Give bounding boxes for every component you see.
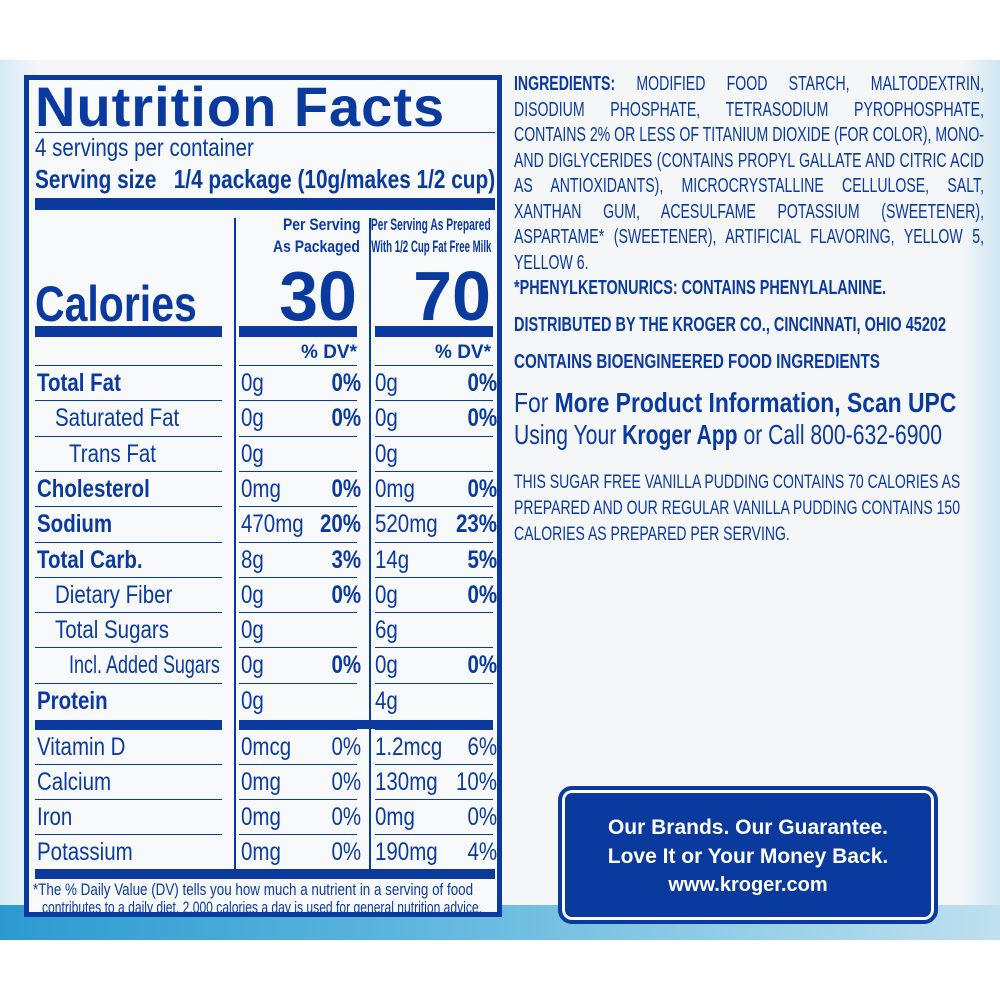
nutrient-label: Dietary Fiber bbox=[55, 580, 173, 609]
distributor: DISTRIBUTED BY THE KROGER CO., CINCINNAT… bbox=[514, 314, 947, 336]
value-as-packaged: 0g bbox=[241, 580, 264, 609]
value-as-prepared: 0mg bbox=[375, 474, 415, 503]
dv-as-packaged: 0% bbox=[331, 733, 361, 761]
nutrient-label: Potassium bbox=[37, 838, 133, 866]
value-as-prepared: 130mg bbox=[375, 768, 438, 796]
dv-as-prepared: 10% bbox=[455, 768, 497, 796]
nutrient-label: Trans Fat bbox=[69, 439, 156, 468]
value-as-packaged: 0g bbox=[241, 616, 264, 645]
guarantee-box: Our Brands. Our Guarantee. Love It or Yo… bbox=[558, 786, 938, 924]
nutrient-row: Saturated Fat 0g 0% 0g 0% bbox=[29, 400, 507, 436]
nutrient-label: Calcium bbox=[37, 768, 112, 796]
value-as-packaged: 0g bbox=[241, 651, 264, 680]
nutrient-row: Total Fat 0g 0% 0g 0% bbox=[29, 365, 507, 401]
serving-size: Serving size 1/4 package (10g/makes 1/2 … bbox=[35, 164, 496, 194]
value-as-prepared: 0g bbox=[375, 651, 398, 680]
dv-header-1: % DV* bbox=[301, 342, 357, 363]
vitamin-row: Potassium 0mg 0% 190mg 4% bbox=[29, 834, 507, 870]
dv-as-packaged: 0% bbox=[331, 474, 361, 503]
dv-as-packaged: 0% bbox=[331, 838, 361, 866]
value-as-packaged: 0mg bbox=[241, 474, 281, 503]
value-as-packaged: 0mcg bbox=[241, 733, 292, 761]
nutrient-label: Vitamin D bbox=[37, 733, 126, 761]
dv-as-prepared: 0% bbox=[467, 404, 497, 433]
bioengineered-notice: CONTAINS BIOENGINEERED FOOD INGREDIENTS bbox=[514, 351, 880, 373]
value-as-prepared: 190mg bbox=[375, 838, 438, 866]
value-as-packaged: 0g bbox=[241, 404, 264, 433]
dv-as-prepared: 6% bbox=[467, 733, 497, 761]
value-as-packaged: 8g bbox=[241, 545, 264, 574]
nutrient-label: Total Sugars bbox=[55, 616, 169, 645]
value-as-packaged: 0g bbox=[241, 686, 264, 715]
value-as-prepared: 4g bbox=[375, 686, 398, 715]
value-as-prepared: 0mg bbox=[375, 803, 415, 831]
dv-as-packaged: 0% bbox=[331, 404, 361, 433]
value-as-prepared: 0g bbox=[375, 404, 398, 433]
nutrient-label: Total Fat bbox=[37, 369, 121, 397]
nutrient-row: Total Carb. 8g 3% 14g 5% bbox=[29, 541, 507, 578]
dv-as-packaged: 0% bbox=[331, 768, 361, 796]
nutrient-row: Total Sugars 0g 6g bbox=[29, 612, 507, 648]
nutrient-row: Sodium 470mg 20% 520mg 23% bbox=[29, 506, 507, 542]
nutrient-label: Incl. Added Sugars bbox=[69, 651, 220, 680]
guarantee-line-2: Love It or Your Money Back. bbox=[607, 845, 889, 868]
nutrient-label: Protein bbox=[37, 686, 108, 715]
pku-warning: *PHENYLKETONURICS: CONTAINS PHENYLALANIN… bbox=[514, 277, 887, 299]
daily-value-footnote: *The % Daily Value (DV) tells you how mu… bbox=[33, 880, 483, 917]
value-as-packaged: 0mg bbox=[241, 838, 281, 866]
nutrient-row: Trans Fat 0g 0g bbox=[29, 435, 507, 472]
dv-as-prepared: 0% bbox=[467, 803, 497, 831]
column-1-header: Per Serving As Packaged bbox=[273, 215, 360, 256]
nutrient-row: Protein 0g 4g bbox=[29, 682, 507, 719]
value-as-prepared: 1.2mcg bbox=[375, 733, 443, 761]
dv-as-packaged: 0% bbox=[331, 651, 361, 680]
nutrient-label: Saturated Fat bbox=[55, 404, 180, 433]
dv-as-prepared: 0% bbox=[467, 474, 497, 503]
nutrient-row: Incl. Added Sugars 0g 0% 0g 0% bbox=[29, 647, 507, 683]
dv-as-packaged: 0% bbox=[331, 803, 361, 831]
calories-as-prepared: 70 bbox=[413, 257, 491, 335]
dv-as-prepared: 23% bbox=[455, 510, 497, 539]
column-2-header: Per Serving As Prepared With 1/2 Cup Fat … bbox=[370, 215, 491, 256]
value-as-prepared: 14g bbox=[375, 545, 410, 574]
nutrient-label: Total Carb. bbox=[37, 545, 143, 574]
nutrient-row: Dietary Fiber 0g 0% 0g 0% bbox=[29, 576, 507, 613]
value-as-prepared: 0g bbox=[375, 369, 398, 397]
dv-as-prepared: 0% bbox=[467, 580, 497, 609]
dv-as-prepared: 0% bbox=[467, 651, 497, 680]
calories-label: Calories bbox=[35, 276, 197, 332]
nutrition-facts-title: Nutrition Facts bbox=[35, 75, 446, 138]
value-as-packaged: 0g bbox=[241, 369, 264, 397]
dv-as-packaged: 20% bbox=[319, 510, 361, 539]
nutrition-facts-panel: Nutrition Facts 4 servings per container… bbox=[24, 75, 502, 917]
value-as-prepared: 0g bbox=[375, 439, 398, 468]
nutrient-row: Cholesterol 0mg 0% 0mg 0% bbox=[29, 470, 507, 507]
value-as-packaged: 470mg bbox=[241, 510, 304, 539]
vitamin-row: Calcium 0mg 0% 130mg 10% bbox=[29, 764, 507, 800]
guarantee-line-1: Our Brands. Our Guarantee. bbox=[607, 816, 889, 839]
dv-as-prepared: 4% bbox=[467, 838, 497, 866]
value-as-packaged: 0mg bbox=[241, 768, 281, 796]
dv-as-packaged: 3% bbox=[331, 545, 361, 574]
value-as-prepared: 6g bbox=[375, 616, 398, 645]
ingredients-section: INGREDIENTS: MODIFIED FOOD STARCH, MALTO… bbox=[514, 73, 984, 545]
dv-as-prepared: 5% bbox=[467, 545, 497, 574]
value-as-packaged: 0g bbox=[241, 439, 264, 468]
dv-as-packaged: 0% bbox=[331, 580, 361, 609]
dv-as-packaged: 0% bbox=[331, 369, 361, 397]
value-as-prepared: 0g bbox=[375, 580, 398, 609]
nutrient-label: Sodium bbox=[37, 510, 113, 539]
value-as-packaged: 0mg bbox=[241, 803, 281, 831]
value-as-prepared: 520mg bbox=[375, 510, 438, 539]
nutrient-label: Iron bbox=[37, 803, 73, 831]
servings-per-container: 4 servings per container bbox=[35, 134, 254, 162]
vitamin-row: Vitamin D 0mcg 0% 1.2mcg 6% bbox=[29, 729, 507, 765]
nutrient-label: Cholesterol bbox=[37, 474, 150, 503]
calories-as-packaged: 30 bbox=[279, 257, 357, 335]
vitamin-row: Iron 0mg 0% 0mg 0% bbox=[29, 799, 507, 835]
dv-header-2: % DV* bbox=[435, 342, 491, 363]
kroger-website-link[interactable]: www.kroger.com bbox=[668, 874, 828, 896]
dv-as-prepared: 0% bbox=[467, 369, 497, 397]
